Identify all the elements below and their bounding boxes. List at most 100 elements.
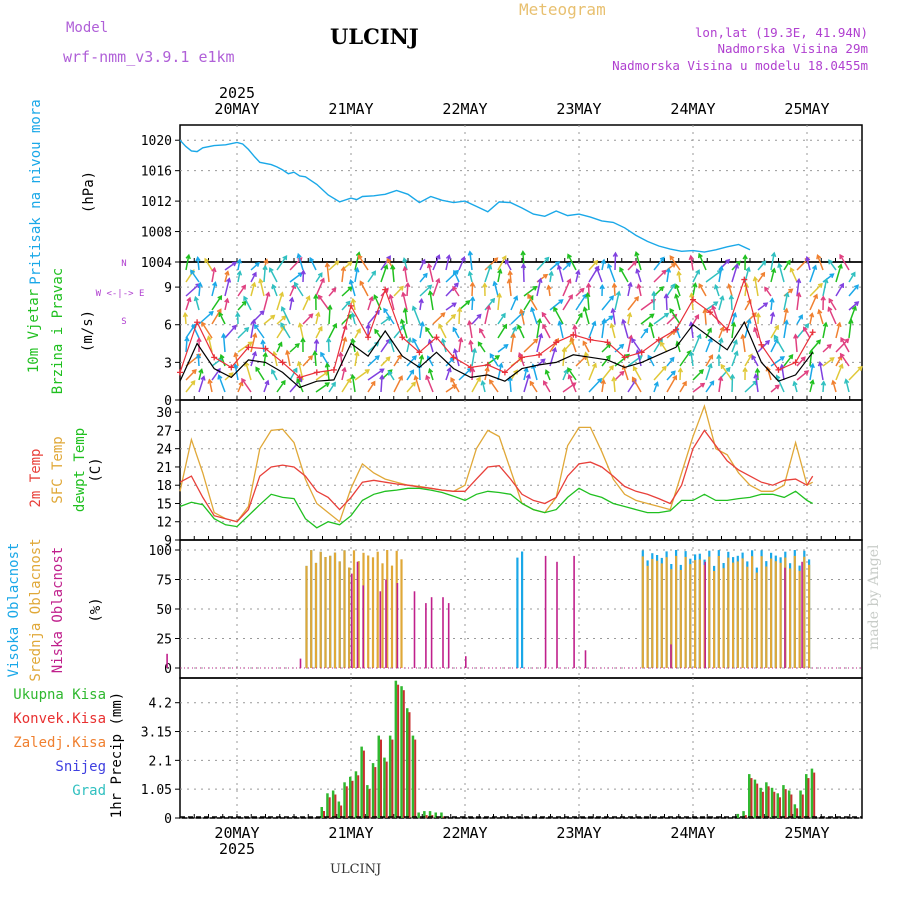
wind-arrow <box>822 381 825 393</box>
wind-arrowhead <box>510 332 516 339</box>
wind-ytick-label: 0 <box>164 394 172 409</box>
footer-station: ULCINJ <box>330 862 382 877</box>
wind-arrow <box>328 305 331 325</box>
wind-arrow <box>627 282 632 297</box>
wind-arrowhead <box>582 293 587 299</box>
precip-bar-conv <box>813 772 816 818</box>
wind-arrowhead <box>476 376 481 382</box>
wind-arrow <box>185 297 191 311</box>
wind-arrowhead <box>347 286 353 292</box>
cloud-unit: (%) <box>88 597 104 622</box>
wind-arrowhead <box>851 305 857 311</box>
wind-arrow <box>690 322 694 339</box>
wind-arrow <box>653 312 669 325</box>
cloud-bar-mid <box>343 550 346 668</box>
wind-arrowhead <box>827 306 833 312</box>
cloud-bar-low <box>430 597 433 668</box>
wind-arrowhead <box>320 351 325 357</box>
temp-unit: (C) <box>88 457 104 482</box>
wind-arrowhead <box>627 281 633 287</box>
wind-arrowhead <box>543 380 548 386</box>
precip-bar-conv <box>425 815 428 818</box>
top-date-label: 21MAY <box>328 100 373 118</box>
wind-arrow <box>296 378 304 393</box>
wind-arrow <box>633 366 642 381</box>
wind-arrow <box>419 322 424 339</box>
wind-arrow <box>660 342 668 353</box>
wind-arrow <box>380 375 383 393</box>
wind-arrow <box>704 309 707 325</box>
wind-arrowhead <box>615 290 622 296</box>
wind-arrow <box>796 323 809 339</box>
wind-arrowhead <box>619 343 625 349</box>
wind-arrow <box>796 315 803 325</box>
wind-arrow <box>354 268 359 283</box>
wind-arrow <box>835 338 849 353</box>
wind-arrow <box>764 287 772 297</box>
wind-arrowhead <box>765 365 771 372</box>
wind-arrow <box>481 381 486 393</box>
wind-arrowhead <box>427 284 433 290</box>
wind-arrowhead <box>312 350 318 356</box>
wind-arrowhead <box>731 312 738 318</box>
precip-bar-total <box>782 785 785 818</box>
wind-arrow <box>666 370 676 381</box>
precip-bar-conv <box>773 791 776 818</box>
wind-arrowhead <box>513 295 519 301</box>
wind-arrow <box>754 374 759 393</box>
cloud-bar-mid <box>770 558 773 668</box>
precip-bar-conv <box>442 816 445 818</box>
wind-ytick-label: 3 <box>164 356 172 371</box>
wind-arrow <box>536 278 542 297</box>
wind-arrow <box>263 266 267 283</box>
wind-arrow <box>570 337 577 353</box>
wind-arrowhead <box>317 325 323 332</box>
gust-marker <box>348 302 354 309</box>
pressure-ylabel: Pritisak na nivou mora <box>28 99 44 284</box>
precip-ytick-label: 3.15 <box>141 726 172 741</box>
precip-bar-conv <box>334 794 337 818</box>
wind-arrowhead <box>186 296 192 303</box>
cloud-bar-low <box>801 561 803 668</box>
wind-arrow <box>705 338 712 353</box>
cloud-bar-low <box>379 591 382 668</box>
wind-arrowhead <box>340 265 347 272</box>
wind-arrow <box>380 255 391 271</box>
top-date-label: 22MAY <box>442 100 487 118</box>
wind-arrowhead <box>371 270 377 276</box>
wind-arrowhead <box>271 283 277 290</box>
wind-arrow <box>848 272 856 283</box>
wind-arrow <box>636 269 642 283</box>
wind-arrow <box>601 380 605 393</box>
wind-arrowhead <box>664 312 670 318</box>
wind-arrow <box>367 296 373 311</box>
wind-arrow <box>714 285 720 297</box>
wind-arrowhead <box>697 252 703 259</box>
wind-arrow <box>520 309 525 325</box>
wind-arrowhead <box>582 340 588 346</box>
wind-arrow <box>794 334 798 353</box>
wind-arrow <box>756 369 759 381</box>
wind-arrow <box>359 281 369 297</box>
wind-arrowhead <box>497 268 503 274</box>
wind-arrow <box>588 260 598 271</box>
precip-bar-conv <box>357 775 360 818</box>
wind-arrowhead <box>241 377 246 384</box>
wind-arrowhead <box>634 251 640 257</box>
gust-marker <box>570 331 577 338</box>
wind-arrowhead <box>536 317 543 324</box>
wind-arrow <box>328 287 337 297</box>
wind-arrowhead <box>354 350 360 357</box>
gust-marker <box>724 326 731 333</box>
wind-arrow <box>184 313 187 325</box>
wind-arrow <box>822 344 832 353</box>
wind-arrow <box>224 298 229 311</box>
wind-arrowhead <box>609 364 614 371</box>
wind-arrowhead <box>350 297 357 304</box>
wind-arrow <box>783 260 791 271</box>
wind-arrow <box>523 338 538 353</box>
wind-arrowhead <box>651 290 657 296</box>
precip-bar-total <box>793 804 797 818</box>
wind-arrowhead <box>659 256 665 262</box>
wind-arrowhead <box>702 308 708 314</box>
